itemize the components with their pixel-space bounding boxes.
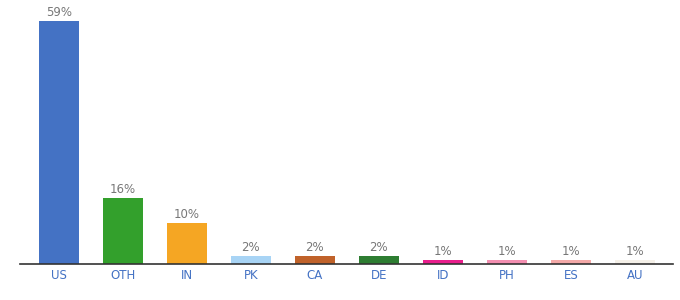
Text: 1%: 1% (433, 245, 452, 258)
Bar (359, 256, 398, 264)
Bar (423, 260, 462, 264)
Text: 1%: 1% (498, 245, 516, 258)
Text: 1%: 1% (562, 245, 580, 258)
Text: 2%: 2% (305, 241, 324, 254)
Text: 59%: 59% (46, 6, 72, 19)
Bar (167, 223, 207, 264)
Bar (295, 256, 335, 264)
Bar (551, 260, 591, 264)
Text: 2%: 2% (241, 241, 260, 254)
Text: 1%: 1% (626, 245, 644, 258)
Bar (615, 260, 655, 264)
Bar (103, 198, 143, 264)
Text: 2%: 2% (369, 241, 388, 254)
Bar (487, 260, 526, 264)
Text: 16%: 16% (109, 183, 136, 196)
Bar (39, 21, 79, 264)
Text: 10%: 10% (174, 208, 200, 221)
Bar (231, 256, 271, 264)
